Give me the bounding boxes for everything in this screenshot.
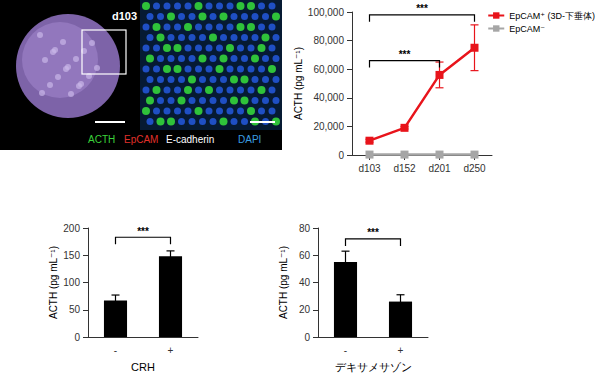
svg-text:***: ***: [367, 227, 379, 238]
svg-text:***: ***: [416, 3, 428, 14]
svg-text:EpCAM⁻: EpCAM⁻: [509, 24, 545, 34]
svg-text:80,000: 80,000: [313, 35, 344, 46]
svg-text:20: 20: [299, 304, 311, 315]
svg-text:d250: d250: [463, 163, 486, 174]
svg-text:***: ***: [137, 226, 149, 237]
svg-text:100: 100: [63, 277, 80, 288]
svg-text:d201: d201: [428, 163, 451, 174]
svg-text:0: 0: [304, 332, 310, 343]
svg-text:+: +: [168, 345, 174, 356]
svg-text:60,000: 60,000: [313, 64, 344, 75]
svg-text:150: 150: [63, 250, 80, 261]
svg-text:ACTH (pg mL⁻¹): ACTH (pg mL⁻¹): [278, 246, 289, 319]
svg-text:EpCAM⁺ (3D-下垂体): EpCAM⁺ (3D-下垂体): [509, 11, 595, 21]
svg-text:0: 0: [74, 332, 80, 343]
svg-text:100,000: 100,000: [308, 7, 345, 18]
svg-text:40: 40: [299, 277, 311, 288]
svg-text:d103: d103: [112, 10, 137, 22]
svg-text:40,000: 40,000: [313, 92, 344, 103]
svg-text:***: ***: [399, 49, 411, 60]
svg-text:ACTH: ACTH: [88, 134, 115, 145]
svg-text:d103: d103: [358, 163, 381, 174]
svg-text:0: 0: [338, 150, 344, 161]
svg-text:E-cadherin: E-cadherin: [166, 134, 214, 145]
svg-text:60: 60: [299, 250, 311, 261]
svg-text:デキサメサゾン: デキサメサゾン: [335, 361, 412, 373]
svg-text:50: 50: [69, 304, 81, 315]
svg-text:-: -: [344, 345, 347, 356]
svg-text:80: 80: [299, 223, 311, 234]
svg-text:-: -: [114, 345, 117, 356]
svg-text:EpCAM: EpCAM: [124, 134, 158, 145]
svg-text:CRH: CRH: [131, 361, 155, 373]
svg-text:d152: d152: [393, 163, 416, 174]
svg-text:20,000: 20,000: [313, 121, 344, 132]
svg-text:+: +: [398, 345, 404, 356]
svg-text:200: 200: [63, 223, 80, 234]
svg-text:ACTH (pg mL⁻¹): ACTH (pg mL⁻¹): [293, 47, 304, 120]
svg-text:ACTH (pg mL⁻¹): ACTH (pg mL⁻¹): [48, 246, 59, 319]
svg-text:DAPI: DAPI: [238, 134, 261, 145]
